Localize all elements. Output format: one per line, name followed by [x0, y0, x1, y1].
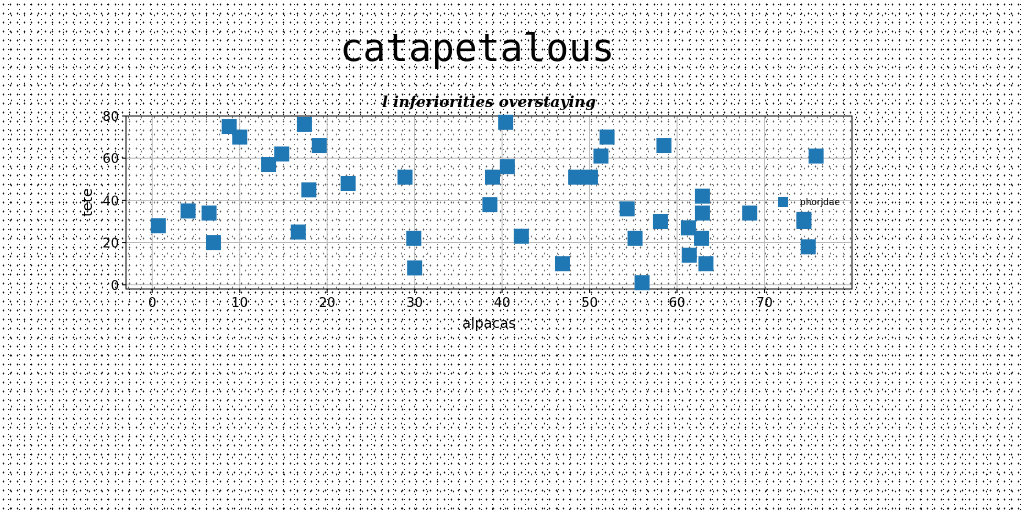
data-point — [634, 275, 650, 291]
legend-label: phorjdae — [800, 198, 840, 208]
x-tick-label: 30 — [406, 296, 423, 311]
data-point — [554, 256, 570, 272]
y-tick-label: 80 — [102, 110, 119, 125]
y-tick-label: 20 — [102, 237, 119, 252]
data-point — [150, 218, 166, 234]
y-tick-label: 0 — [111, 279, 119, 294]
data-point — [513, 228, 529, 244]
x-tick-label: 40 — [494, 296, 511, 311]
data-point — [205, 235, 221, 251]
data-point — [796, 213, 812, 229]
legend-marker — [778, 197, 788, 207]
data-point — [484, 169, 500, 185]
data-point — [599, 129, 615, 145]
data-point — [274, 146, 290, 162]
data-point — [694, 230, 710, 246]
data-point — [656, 138, 672, 154]
data-point — [406, 230, 422, 246]
data-point — [627, 230, 643, 246]
data-point — [582, 169, 598, 185]
chart-title: l inferiorities overstaying — [382, 93, 596, 111]
y-tick-label: 40 — [102, 194, 119, 209]
x-tick-label: 10 — [231, 296, 248, 311]
data-point — [232, 129, 248, 145]
data-point — [340, 176, 356, 192]
data-point — [680, 220, 696, 236]
figure-title: catapetalous — [340, 26, 615, 70]
data-point — [296, 116, 312, 132]
data-point — [311, 138, 327, 154]
x-tick-label: 60 — [669, 296, 686, 311]
x-tick-label: 50 — [581, 296, 598, 311]
data-point — [499, 159, 515, 175]
data-points — [150, 114, 824, 291]
x-tick-label: 70 — [756, 296, 773, 311]
x-axis-label: alpacas — [462, 316, 516, 332]
x-tick-label: 0 — [148, 296, 156, 311]
y-axis-label: tete — [80, 188, 96, 216]
data-point — [482, 197, 498, 213]
data-point — [593, 148, 609, 164]
y-tick-label: 60 — [102, 152, 119, 167]
data-point — [397, 169, 413, 185]
axis-ticks: 0 10 20 30 40 50 60 70 0 20 40 60 80 — [102, 110, 772, 311]
data-point — [694, 188, 710, 204]
data-point — [201, 205, 217, 221]
data-point — [742, 205, 758, 221]
data-point — [301, 182, 317, 198]
data-point — [498, 114, 514, 130]
data-point — [290, 224, 306, 240]
data-point — [180, 203, 196, 219]
data-point — [568, 169, 584, 185]
plot-area — [125, 115, 853, 290]
legend: phorjdae — [778, 197, 840, 208]
data-point — [800, 239, 816, 255]
data-point — [619, 201, 635, 217]
data-point — [407, 260, 423, 276]
data-point — [261, 157, 277, 173]
data-point — [694, 205, 710, 221]
data-point — [652, 213, 668, 229]
data-point — [808, 148, 824, 164]
x-tick-label: 20 — [319, 296, 336, 311]
data-point — [681, 247, 697, 263]
data-point — [698, 256, 714, 272]
